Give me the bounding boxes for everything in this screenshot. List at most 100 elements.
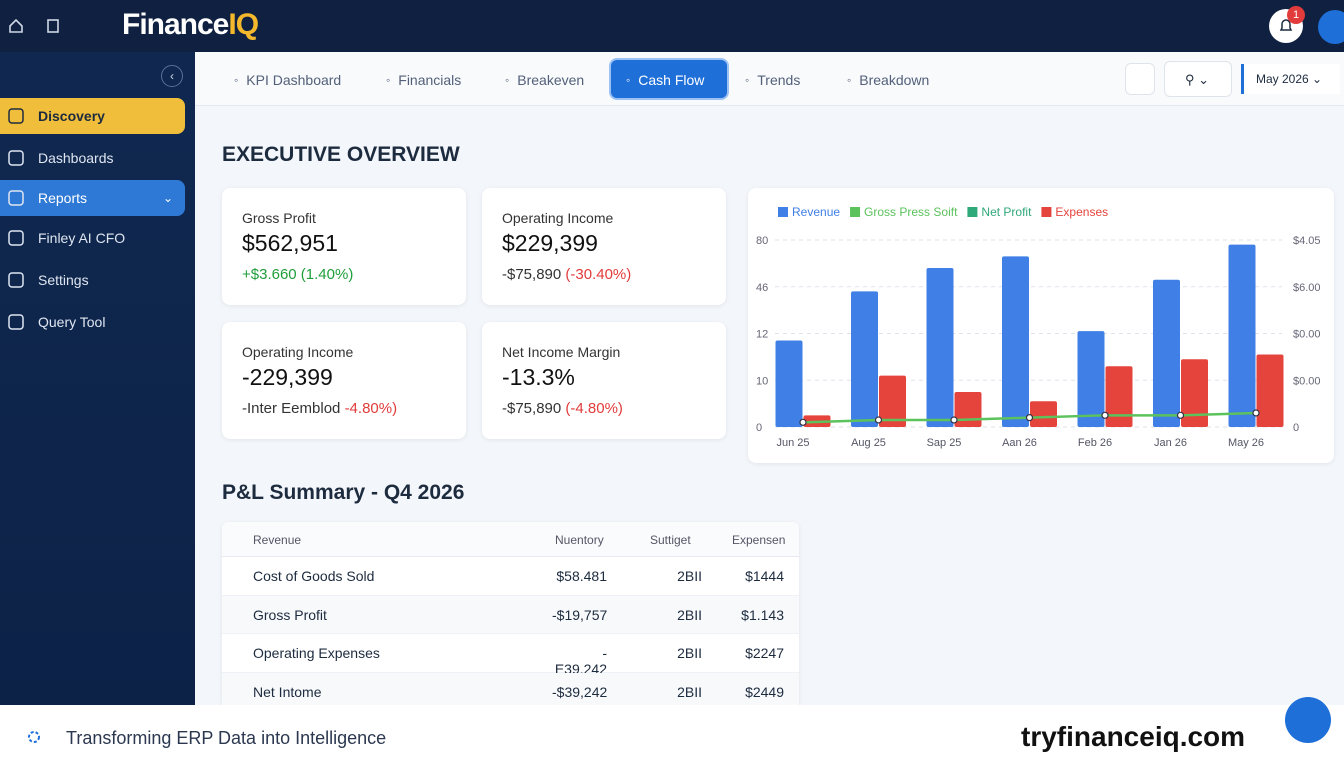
table-cell: -$39,242 [552,683,608,700]
active-tab-bg [611,60,727,98]
y2-axis-label: $4.05 [1293,235,1321,247]
sidebar-item[interactable]: Dashboards [0,140,185,176]
y-axis-label: 12 [756,329,768,341]
x-tick-label: Sap 25 [927,437,962,449]
table-header-cell: Expensen [732,533,786,547]
footer-url: tryfinanceiq.com [1021,721,1246,752]
home-icon[interactable] [8,18,24,34]
kpi-change: -Inter Eemblod -4.80%) [242,400,397,417]
collapse-button[interactable]: ‹ [161,65,183,87]
bar [1030,401,1057,427]
user-avatar[interactable] [1318,10,1344,44]
y2-axis-label: $0.00 [1293,329,1321,341]
x-tick-label: Aan 26 [1002,437,1037,449]
sidebar-item[interactable]: Finley AI CFO [0,220,185,256]
table-cell: $58.481 [556,568,607,584]
kpi-label: Operating Income [502,210,614,226]
notification-badge: 1 [1287,6,1305,24]
sidebar-item[interactable]: Discovery [0,98,185,134]
kpi-label: Net Income Margin [502,344,621,360]
line-point [1176,411,1185,419]
pl-table: Revenue Nuentory Suttiget Expensen Cost of G… [222,522,799,705]
bar [1002,256,1029,427]
sidebar-icon [8,190,24,206]
tab-icon: ◦ [847,72,852,87]
table-cell: $2449 [745,683,784,700]
building-icon[interactable] [45,18,61,34]
table-cell: $1.143 [741,606,784,623]
table-cell: Cost of Goods Sold [253,568,375,584]
kpi-label: Gross Profit [242,210,316,226]
kpi-card: Net Income Margin -13.3% -$75,890 (-4.80%) [482,322,726,439]
tab-icon: ◦ [505,72,510,87]
legend-label: Gross Press Soift [864,205,958,219]
sidebar-item[interactable]: Query Tool [0,304,185,340]
bar [1256,354,1284,427]
kpi-value: -13.3% [502,364,575,390]
bell-icon [1279,19,1293,31]
y-axis-label: 10 [756,375,768,387]
sidebar: ‹ Discovery Dashboards Reports ⌄ Finley AI C… [0,52,195,705]
legend-swatch [967,207,978,217]
y-axis-label: 46 [756,282,768,294]
filter-button[interactable]: ⚲ ⌄ [1164,61,1232,97]
table-cell: Operating Expenses [253,645,380,661]
bar [1228,244,1256,427]
x-tick-label: Feb 26 [1078,437,1112,449]
tab[interactable]: ◦ Financials [386,62,461,97]
line-point [950,416,958,424]
x-tick-label: Aug 25 [851,437,886,449]
kpi-card: Operating Income $229,399 -$75,890 (-30.40… [482,188,726,305]
date-select-text: May 2026 [1256,72,1309,86]
kpi-value: $562,951 [242,230,338,256]
tab-icon: ◦ [626,72,631,87]
comment-button[interactable] [1125,63,1155,95]
bar [1105,366,1133,427]
chat-button[interactable] [1285,697,1331,743]
logo: FinanceIQ [122,8,259,42]
tab-label: Breakdown [859,71,930,88]
sidebar-icon [8,150,24,166]
kpi-change-pct: (-30.40%) [565,266,632,283]
bar [926,268,954,427]
tab-icon: ◦ [234,72,239,87]
table-header-cell: Suttiget [650,533,691,547]
chart: 80 $4.05 46 $6.00 12 $0.00 10 $0.00 0 0 Revenue Gro… [756,205,1321,449]
y-axis-label: 80 [756,235,768,247]
table-cell: -$19,757 [552,606,608,623]
line-point [874,416,883,424]
tab[interactable]: ◦ Breakdown [847,62,929,97]
line-point [1252,409,1260,417]
table-row: Cost of Goods Sold $58.481 2BII $1444 [222,557,799,596]
chevron: ⌄ [162,191,173,205]
y-axis-label: 0 [756,422,762,434]
sidebar-icon [8,230,24,246]
sidebar-item-label: Discovery [38,108,105,124]
footer-tagline: Transforming ERP Data into Intelligence [66,728,387,748]
y2-axis-label: $6.00 [1293,282,1321,294]
table-header-cell: Revenue [253,533,302,547]
tab[interactable]: ◦ Cash Flow [626,62,704,97]
x-tick-label: Jun 25 [776,437,809,449]
date-select[interactable]: May 2026 ⌄ [1241,64,1340,94]
table-title: P&L Summary - Q4 2026 [222,481,465,504]
gear-icon [28,731,40,743]
sidebar-item[interactable]: Reports ⌄ [0,180,185,216]
legend-swatch [778,207,788,217]
line-point [1025,414,1034,422]
sidebar-item[interactable]: Settings [0,262,185,298]
bar [1077,331,1105,427]
bar [879,375,906,427]
table-cell: 2BII [677,568,702,584]
section-title: EXECUTIVE OVERVIEW [222,143,460,166]
notification-button[interactable]: 1 [1269,6,1305,43]
table-header-cell: Nuentory [555,533,604,547]
tab[interactable]: ◦ Breakeven [505,62,584,97]
table-cell: 2BII [677,606,702,623]
tab[interactable]: ◦ Trends [745,62,800,97]
legend-label: Revenue [792,205,840,219]
tab[interactable]: ◦ KPI Dashboard [234,62,341,97]
kpi-change: -$75,890 (-4.80%) [502,400,623,417]
